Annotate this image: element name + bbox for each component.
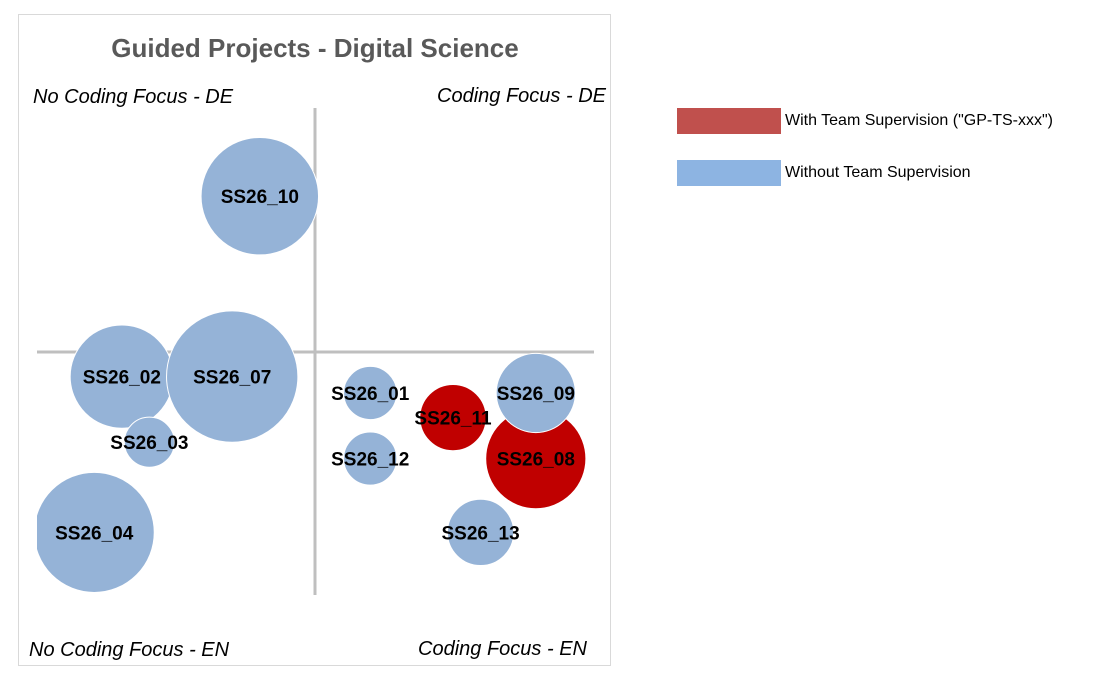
quadrant-label-bottom-left: No Coding Focus - EN [29, 639, 230, 661]
bubble-ss26-09 [495, 352, 576, 434]
bubble-label-ss26-02: SS26_02 [83, 368, 161, 389]
legend-label: Without Team Supervision [785, 164, 971, 181]
quadrant-label-top-right: Coding Focus - DE [437, 85, 607, 107]
bubble-label-ss26-08: SS26_08 [497, 450, 575, 471]
bubble-ss26-13 [446, 498, 515, 567]
legend-swatch-red [677, 108, 781, 134]
legend-item-without-supervision: Without Team Supervision [677, 160, 1053, 186]
legend-label: With Team Supervision ("GP-TS-xxx") [785, 112, 1054, 129]
legend-item-with-supervision: With Team Supervision ("GP-TS-xxx") [677, 108, 1053, 134]
bubble-label-ss26-09: SS26_09 [497, 384, 575, 405]
quadrant-label-top-left: No Coding Focus - DE [33, 86, 234, 108]
bubble-ss26-12 [343, 431, 398, 486]
bubble-label-ss26-03: SS26_03 [110, 433, 188, 454]
bubble-label-ss26-07: SS26_07 [193, 368, 271, 389]
bubble-ss26-11 [419, 383, 487, 452]
chart-title: Guided Projects - Digital Science [111, 33, 518, 63]
bubble-label-layer: SS26_10 SS26_02 SS26_07 SS26_03 SS26_04 SS26_… [55, 187, 575, 544]
bubble-ss26-04 [37, 471, 155, 593]
legend-swatch-blue [677, 160, 781, 186]
bubble-layer [37, 136, 587, 593]
bubble-label-ss26-01: SS26_01 [331, 384, 410, 405]
bubble-label-ss26-10: SS26_10 [221, 187, 299, 208]
bubble-label-ss26-13: SS26_13 [442, 523, 520, 544]
bubble-ss26-07 [166, 310, 299, 443]
bubble-label-ss26-12: SS26_12 [331, 450, 409, 471]
quadrant-label-bottom-right: Coding Focus - EN [418, 638, 588, 660]
chart-svg: Guided Projects - Digital Science No Cod… [29, 33, 607, 661]
bubble-label-ss26-11: SS26_11 [414, 409, 492, 430]
chart-area: Guided Projects - Digital Science No Cod… [18, 14, 611, 666]
legend: With Team Supervision ("GP-TS-xxx") With… [677, 108, 1053, 212]
bubble-ss26-10 [200, 136, 320, 256]
bubble-ss26-01 [343, 365, 398, 421]
bubble-ss26-03 [123, 416, 175, 468]
bubble-label-ss26-04: SS26_04 [55, 523, 134, 544]
